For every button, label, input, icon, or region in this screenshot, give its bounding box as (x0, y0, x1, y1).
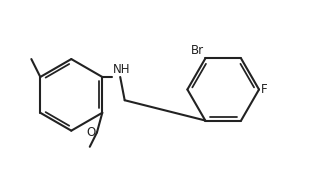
Text: F: F (261, 83, 268, 96)
Text: Br: Br (190, 44, 203, 57)
Text: NH: NH (113, 63, 131, 76)
Text: O: O (87, 126, 96, 139)
